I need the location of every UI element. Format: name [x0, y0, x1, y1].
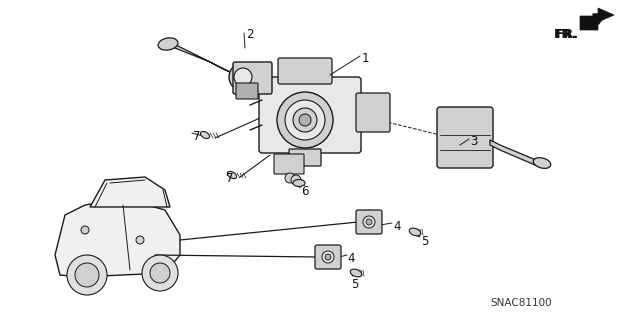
Circle shape — [136, 236, 144, 244]
Ellipse shape — [227, 171, 237, 179]
FancyBboxPatch shape — [356, 210, 382, 234]
FancyBboxPatch shape — [437, 107, 493, 168]
Circle shape — [291, 175, 301, 185]
Polygon shape — [490, 140, 542, 167]
Ellipse shape — [145, 265, 175, 280]
Text: 7: 7 — [226, 172, 234, 185]
FancyBboxPatch shape — [259, 77, 361, 153]
Circle shape — [363, 216, 375, 228]
FancyBboxPatch shape — [289, 149, 321, 166]
Circle shape — [285, 100, 325, 140]
Text: 5: 5 — [351, 278, 358, 291]
Text: 3: 3 — [470, 135, 477, 148]
Circle shape — [277, 92, 333, 148]
Circle shape — [322, 251, 334, 263]
FancyBboxPatch shape — [236, 83, 258, 99]
Polygon shape — [55, 200, 180, 277]
Circle shape — [285, 173, 295, 183]
Ellipse shape — [409, 228, 420, 236]
Ellipse shape — [158, 38, 178, 50]
Polygon shape — [165, 42, 230, 72]
Text: SNAC81100: SNAC81100 — [490, 298, 552, 308]
Ellipse shape — [293, 180, 305, 187]
Circle shape — [75, 263, 99, 287]
Text: 5: 5 — [421, 235, 428, 248]
Circle shape — [150, 263, 170, 283]
Circle shape — [299, 114, 311, 126]
FancyBboxPatch shape — [278, 58, 332, 84]
Circle shape — [234, 68, 252, 86]
Circle shape — [229, 63, 257, 91]
Text: 4: 4 — [347, 252, 355, 265]
FancyBboxPatch shape — [233, 62, 272, 94]
FancyBboxPatch shape — [356, 93, 390, 132]
Text: 6: 6 — [301, 185, 308, 198]
FancyBboxPatch shape — [315, 245, 341, 269]
Text: 2: 2 — [246, 28, 253, 41]
Circle shape — [67, 255, 107, 295]
Circle shape — [81, 226, 89, 234]
Text: 1: 1 — [362, 52, 369, 65]
Ellipse shape — [200, 131, 209, 139]
Text: FR.: FR. — [556, 28, 579, 41]
Polygon shape — [580, 8, 614, 30]
Ellipse shape — [350, 269, 362, 277]
FancyBboxPatch shape — [274, 154, 304, 174]
Text: FR.: FR. — [554, 28, 577, 41]
Ellipse shape — [71, 267, 103, 283]
Circle shape — [366, 219, 372, 225]
Text: 4: 4 — [393, 220, 401, 233]
Polygon shape — [90, 177, 170, 207]
Ellipse shape — [533, 158, 551, 168]
Circle shape — [293, 108, 317, 132]
Circle shape — [325, 254, 331, 260]
Text: 7: 7 — [193, 130, 200, 143]
Circle shape — [142, 255, 178, 291]
